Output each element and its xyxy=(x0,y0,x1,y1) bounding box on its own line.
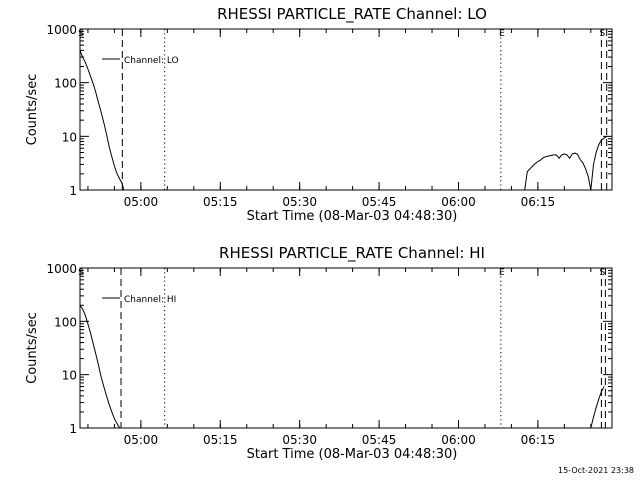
time-marker-label: S xyxy=(600,29,606,39)
plot-frame xyxy=(79,267,613,429)
x-tick-label: 06:15 xyxy=(521,195,556,209)
y-tick-label: 100 xyxy=(54,77,77,91)
series-line-segment xyxy=(524,135,607,191)
plot-frame xyxy=(79,28,613,191)
x-tick-label: 05:30 xyxy=(282,195,317,209)
x-tick-label: 06:15 xyxy=(521,433,556,447)
y-tick-label: 1000 xyxy=(46,23,77,37)
time-marker-label: E xyxy=(499,268,505,278)
time-marker-label: S xyxy=(600,268,606,278)
x-tick-label: 05:45 xyxy=(362,433,397,447)
chart-title: RHESSI PARTICLE_RATE Channel: HI xyxy=(219,244,485,263)
series-line-segment xyxy=(79,50,125,191)
series-line-segment xyxy=(79,305,121,429)
time-marker-label: E xyxy=(499,29,505,39)
time-marker-label: S xyxy=(78,29,84,39)
chart-title: RHESSI PARTICLE_RATE Channel: LO xyxy=(217,5,487,24)
x-tick-label: 05:00 xyxy=(124,433,159,447)
legend-label: Channel: LO xyxy=(124,56,179,66)
y-tick-label: 10 xyxy=(62,369,77,383)
y-axis-label: Counts/sec xyxy=(25,312,40,384)
chart-panel-2: RHESSI PARTICLE_RATE Channel: HI 05:00 05:… xyxy=(25,244,613,462)
x-tick-label: 05:15 xyxy=(203,195,238,209)
y-tick-label: 100 xyxy=(54,315,77,329)
y-axis-label: Counts/sec xyxy=(25,74,40,146)
x-tick-label: 05:00 xyxy=(124,195,159,209)
y-tick-label: 1000 xyxy=(46,262,77,276)
series-line-segment xyxy=(590,386,605,429)
y-tick-label: 1 xyxy=(69,184,77,198)
x-tick-label: 05:15 xyxy=(203,433,238,447)
time-marker-label: S xyxy=(78,268,84,278)
x-axis-label: Start Time (08-Mar-03 04:48:30) xyxy=(247,447,458,462)
x-tick-label: 06:00 xyxy=(441,433,476,447)
x-tick-label: 06:00 xyxy=(441,195,476,209)
y-tick-label: 1 xyxy=(69,422,77,436)
x-tick-label: 05:45 xyxy=(362,195,397,209)
x-axis-label: Start Time (08-Mar-03 04:48:30) xyxy=(247,209,458,224)
x-tick-label: 05:30 xyxy=(282,433,317,447)
legend-label: Channel: HI xyxy=(124,295,176,305)
y-tick-label: 10 xyxy=(62,130,77,144)
chart-panel-1: RHESSI PARTICLE_RATE Channel: LO 05:00 05:… xyxy=(25,5,613,224)
footer-timestamp: 15-Oct-2021 23:38 xyxy=(558,466,634,475)
